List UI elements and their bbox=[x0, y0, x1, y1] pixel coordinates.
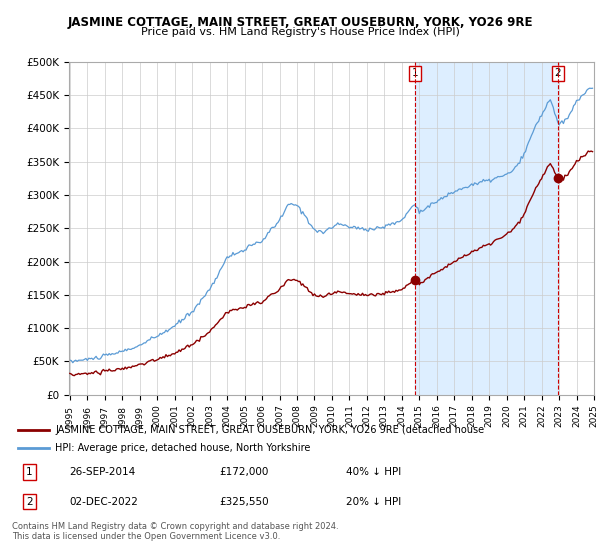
Text: 2: 2 bbox=[554, 68, 561, 78]
Text: 2: 2 bbox=[26, 497, 32, 507]
Text: £325,550: £325,550 bbox=[220, 497, 269, 507]
Text: Contains HM Land Registry data © Crown copyright and database right 2024.
This d: Contains HM Land Registry data © Crown c… bbox=[12, 522, 338, 542]
Text: JASMINE COTTAGE, MAIN STREET, GREAT OUSEBURN, YORK, YO26 9RE (detached house: JASMINE COTTAGE, MAIN STREET, GREAT OUSE… bbox=[55, 425, 484, 435]
Text: JASMINE COTTAGE, MAIN STREET, GREAT OUSEBURN, YORK, YO26 9RE: JASMINE COTTAGE, MAIN STREET, GREAT OUSE… bbox=[67, 16, 533, 29]
Text: Price paid vs. HM Land Registry's House Price Index (HPI): Price paid vs. HM Land Registry's House … bbox=[140, 27, 460, 37]
Text: 1: 1 bbox=[412, 68, 418, 78]
Text: 26-SEP-2014: 26-SEP-2014 bbox=[70, 467, 136, 477]
Text: 1: 1 bbox=[26, 467, 32, 477]
Text: HPI: Average price, detached house, North Yorkshire: HPI: Average price, detached house, Nort… bbox=[55, 444, 311, 454]
Text: 02-DEC-2022: 02-DEC-2022 bbox=[70, 497, 139, 507]
Bar bbox=[415, 62, 557, 395]
Text: 20% ↓ HPI: 20% ↓ HPI bbox=[346, 497, 401, 507]
Text: £172,000: £172,000 bbox=[220, 467, 269, 477]
Text: 40% ↓ HPI: 40% ↓ HPI bbox=[346, 467, 401, 477]
